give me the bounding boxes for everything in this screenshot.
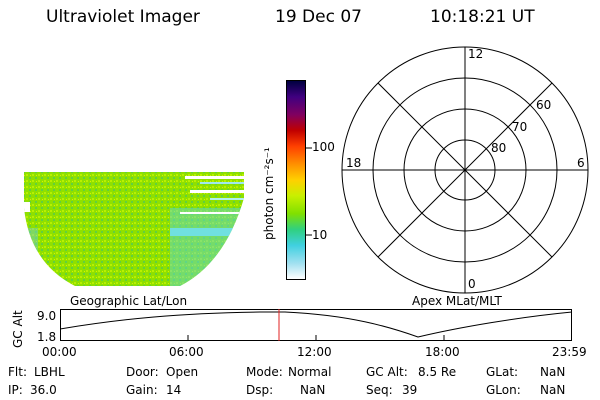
flt-label: Flt: bbox=[8, 365, 27, 379]
mode-label: Mode: bbox=[246, 365, 283, 379]
time-label: 10:18:21 UT bbox=[430, 7, 535, 27]
seq-label: Seq: bbox=[366, 383, 393, 397]
alt-xtick-2: 12:00 bbox=[297, 345, 332, 359]
alt-xtick-3: 18:00 bbox=[425, 345, 460, 359]
glon-value: NaN bbox=[540, 383, 566, 397]
glat-label: GLat: bbox=[486, 365, 519, 379]
colorbar bbox=[286, 80, 306, 280]
ip-value: 36.0 bbox=[30, 383, 57, 397]
gain-label: Gain: bbox=[126, 383, 158, 397]
image-panel-label: Geographic Lat/Lon bbox=[70, 294, 188, 308]
gcalt-label: GC Alt: bbox=[366, 365, 408, 379]
alt-ylabel: GC Alt bbox=[11, 310, 25, 348]
alt-ytick-9: 9.0 bbox=[37, 309, 57, 323]
lat-label-80: 80 bbox=[491, 141, 507, 155]
dsp-label: Dsp: bbox=[246, 383, 274, 397]
colorbar-tick-100: 100 bbox=[312, 140, 335, 154]
colorbar-unit-label: photon cm⁻²s⁻¹ bbox=[262, 147, 276, 240]
alt-xtick-1: 06:00 bbox=[169, 345, 204, 359]
colorbar-tick-10: 10 bbox=[312, 228, 328, 242]
altitude-curve bbox=[60, 311, 572, 338]
alt-xtick-0: 00:00 bbox=[42, 345, 77, 359]
mlt-label-18: 18 bbox=[346, 156, 362, 170]
polar-plot bbox=[341, 46, 589, 294]
auroral-image bbox=[24, 172, 244, 286]
date-label: 19 Dec 07 bbox=[275, 7, 362, 27]
instrument-title: Ultraviolet Imager bbox=[46, 7, 200, 27]
alt-ytick-1.8: 1.8 bbox=[37, 330, 57, 344]
mode-value: Normal bbox=[288, 365, 332, 379]
mlt-label-0: 0 bbox=[468, 277, 476, 291]
mlt-label-12: 12 bbox=[468, 47, 484, 61]
glon-label: GLon: bbox=[486, 383, 521, 397]
seq-value: 39 bbox=[402, 383, 418, 397]
ip-label: IP: bbox=[8, 383, 23, 397]
gain-value: 14 bbox=[166, 383, 182, 397]
mlt-label-6: 6 bbox=[577, 156, 585, 170]
door-label: Door: bbox=[126, 365, 159, 379]
glat-value: NaN bbox=[540, 365, 566, 379]
lat-label-70: 70 bbox=[512, 120, 528, 134]
door-value: Open bbox=[166, 365, 199, 379]
alt-xtick-4: 23:59 bbox=[552, 345, 587, 359]
polar-panel-label: Apex MLat/MLT bbox=[412, 294, 502, 308]
colorbar-ticks bbox=[306, 147, 312, 236]
flt-value: LBHL bbox=[34, 365, 65, 379]
altitude-plot bbox=[60, 309, 572, 341]
dsp-value: NaN bbox=[300, 383, 326, 397]
polar-diagonal-2 bbox=[377, 82, 553, 258]
lat-label-60: 60 bbox=[536, 98, 552, 112]
gcalt-value: 8.5 Re bbox=[418, 365, 457, 379]
